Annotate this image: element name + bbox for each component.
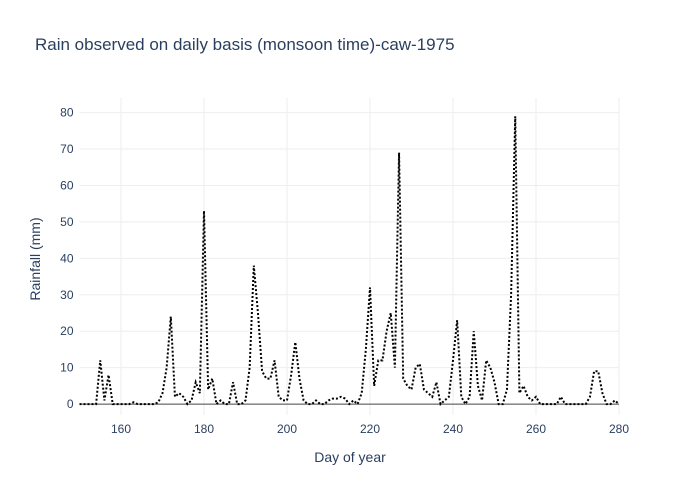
y-tick-label: 10: [60, 361, 74, 375]
x-tick-label: 200: [277, 422, 297, 436]
y-tick-label: 70: [60, 142, 74, 156]
y-tick-label: 40: [60, 251, 74, 265]
x-tick-label: 180: [194, 422, 214, 436]
y-tick-label: 60: [60, 178, 74, 192]
x-axis-title: Day of year: [314, 449, 386, 465]
x-tick-label: 280: [609, 422, 629, 436]
data-line: [79, 116, 620, 407]
x-tick-label: 260: [526, 422, 546, 436]
y-axis-title: Rainfall (mm): [27, 217, 43, 300]
y-tick-label: 20: [60, 324, 74, 338]
chart-title: Rain observed on daily basis (monsoon ti…: [35, 35, 455, 54]
x-tick-label: 240: [443, 422, 463, 436]
y-tick-label: 30: [60, 288, 74, 302]
x-tick-label: 220: [360, 422, 380, 436]
y-tick-label: 80: [60, 106, 74, 120]
y-tick-label: 50: [60, 215, 74, 229]
x-tick-label: 160: [111, 422, 131, 436]
y-tick-label: 0: [67, 397, 74, 411]
